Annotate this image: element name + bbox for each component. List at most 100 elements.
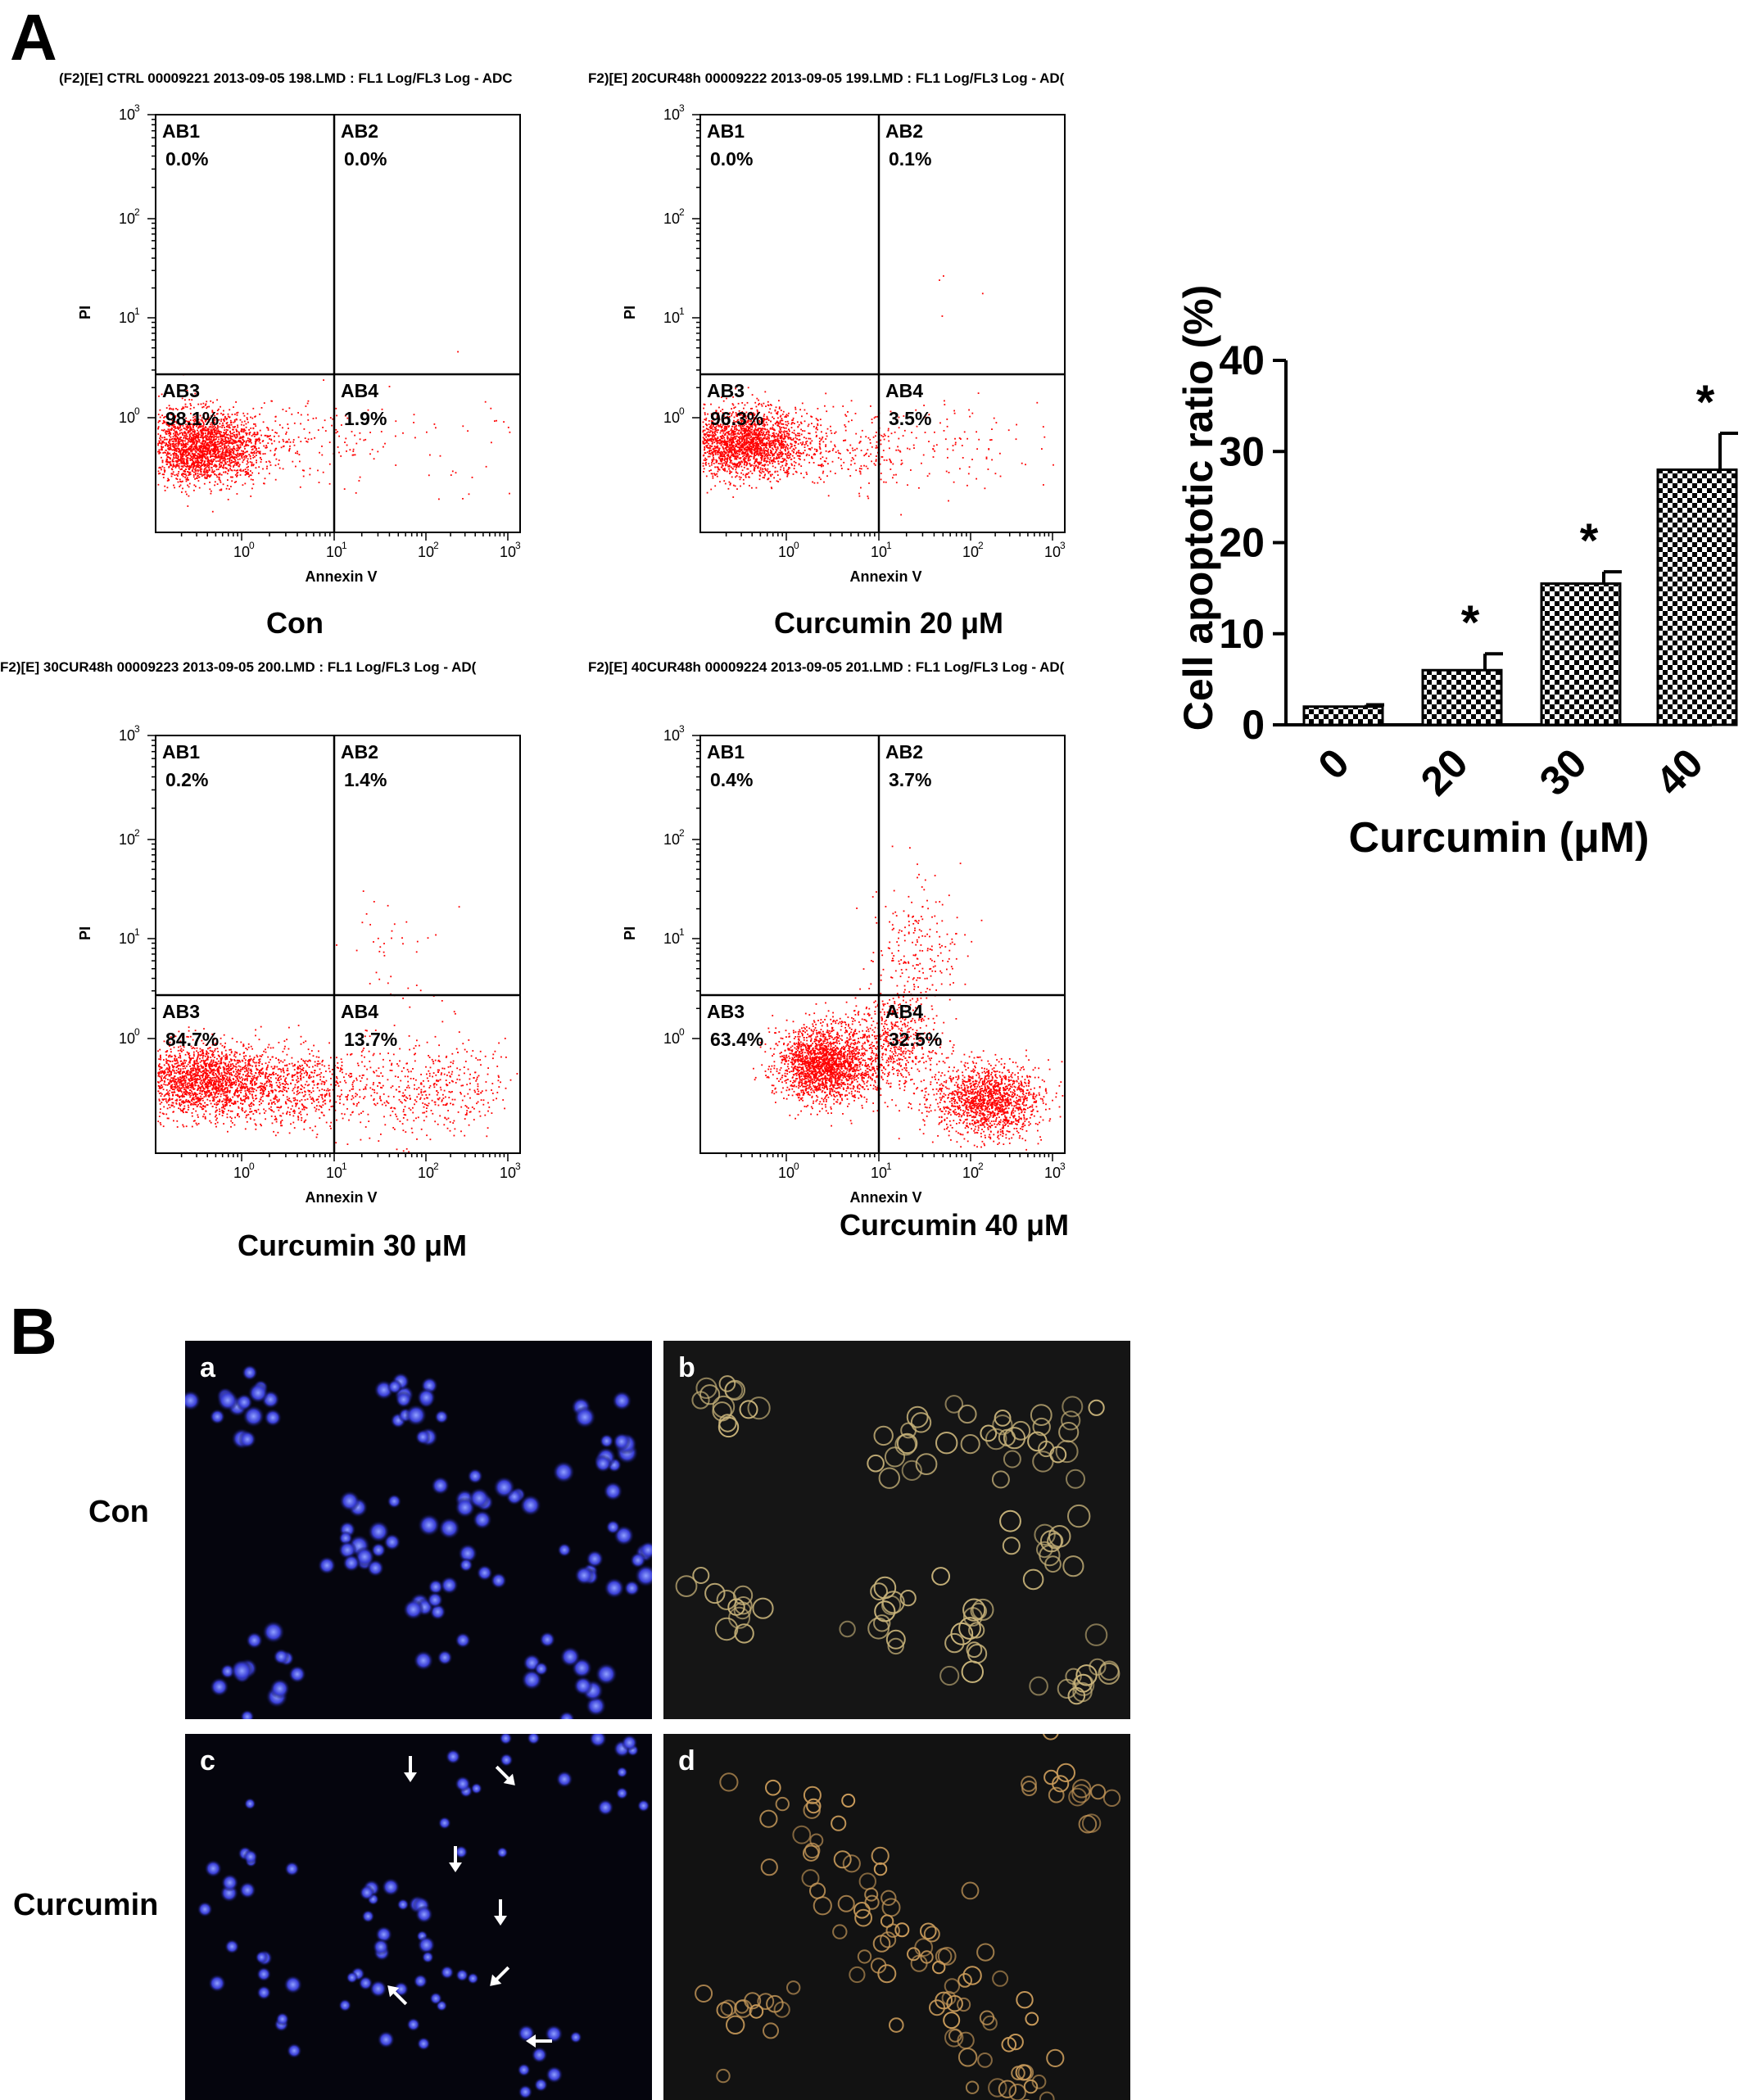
flow-ytick-1-0: 10	[663, 106, 680, 123]
flow-plot-header-3: F2)[E] 40CUR48h 00009224 2013-09-05 201.…	[588, 659, 1065, 675]
bar-category-label-20: 20	[1412, 740, 1477, 804]
apoptotic-arrow-4	[490, 1966, 510, 1986]
flow-ytick-exp-3-2: 1	[679, 926, 685, 938]
flow-xlabel-1: Annexin V	[850, 568, 922, 585]
bar-significance-20: *	[1461, 596, 1480, 649]
micrograph-letter-c: c	[200, 1745, 215, 1776]
micrograph-letter-d: d	[678, 1745, 695, 1776]
micrograph-d-image	[695, 1734, 1121, 2100]
flow-ylabel-1: PI	[622, 305, 638, 319]
micrograph-c-image	[185, 1734, 652, 2100]
flow-quadrant-value-3-AB2: 3.7%	[889, 769, 931, 790]
flow-quadrant-label-2-AB2: AB2	[341, 741, 378, 763]
flow-ytick-2-3: 10	[119, 1030, 135, 1047]
bar-category-label-40: 40	[1647, 740, 1712, 804]
flow-xtick-0-3: 10	[500, 544, 516, 560]
flow-xtick-exp-0-1: 1	[342, 540, 347, 551]
micrograph-letter-b: b	[678, 1352, 695, 1383]
flow-quadrant-label-3-AB2: AB2	[885, 741, 923, 763]
flow-ytick-3-2: 10	[663, 930, 680, 947]
micrograph-b-brightfield: b	[663, 1341, 1130, 1719]
flow-quadrant-value-0-AB1: 0.0%	[165, 148, 208, 170]
flow-xtick-0-2: 10	[418, 544, 434, 560]
bar-ylabel: Cell apoptotic ratio (%)	[1175, 285, 1221, 731]
flow-xtick-exp-3-1: 1	[886, 1161, 892, 1172]
bar-ytick-label-3: 30	[1219, 428, 1265, 474]
flow-quadrant-label-1-AB2: AB2	[885, 120, 923, 142]
flow-ytick-exp-3-0: 3	[679, 723, 685, 735]
flow-quadrant-label-0-AB3: AB3	[162, 380, 200, 401]
flow-ytick-exp-0-1: 2	[134, 206, 140, 218]
flow-xtick-0-0: 10	[233, 544, 250, 560]
flow-quadrant-label-3-AB1: AB1	[707, 741, 745, 763]
apoptotic-arrow-3	[494, 1899, 507, 1926]
flow-ylabel-2: PI	[77, 926, 93, 940]
flow-ytick-exp-2-1: 2	[134, 827, 140, 839]
flow-xtick-exp-0-2: 2	[433, 540, 439, 551]
flow-quadrant-label-1-AB4: AB4	[885, 380, 923, 401]
flow-xtick-exp-0-3: 3	[515, 540, 521, 551]
flow-quadrant-value-1-AB3: 96.3%	[710, 408, 763, 429]
flow-xlabel-2: Annexin V	[306, 1189, 378, 1206]
flow-xtick-exp-1-1: 1	[886, 540, 892, 551]
flow-plot-header-0: (F2)[E] CTRL 00009221 2013-09-05 198.LMD…	[59, 70, 513, 86]
flow-ylabel-0: PI	[77, 305, 93, 319]
flow-ytick-exp-1-0: 3	[679, 102, 685, 114]
flow-quadrant-value-3-AB3: 63.4%	[710, 1029, 763, 1050]
flow-frame-0	[155, 114, 521, 533]
flow-ytick-exp-1-2: 1	[679, 305, 685, 317]
flow-xlabel-3: Annexin V	[850, 1189, 922, 1206]
flow-quadrant-value-2-AB1: 0.2%	[165, 769, 208, 790]
row-label-curcumin: Curcumin	[13, 1888, 159, 1922]
bar-20	[1421, 668, 1503, 726]
flow-ytick-3-3: 10	[663, 1030, 680, 1047]
flow-dots-3	[753, 845, 1064, 1151]
flow-frame-2	[155, 735, 521, 1154]
bar-category-label-30: 30	[1531, 740, 1596, 804]
flow-ytick-exp-2-0: 3	[134, 723, 140, 735]
bar-ytick-label-4: 40	[1219, 337, 1265, 383]
flow-xtick-2-1: 10	[326, 1165, 342, 1181]
flow-quadrant-label-3-AB3: AB3	[707, 1001, 745, 1022]
panel-letter-a: A	[10, 1, 57, 74]
flow-plot-header-1: F2)[E] 20CUR48h 00009222 2013-09-05 199.…	[588, 70, 1065, 86]
flow-ytick-3-1: 10	[663, 831, 680, 848]
apoptotic-arrow-2	[449, 1846, 462, 1872]
flow-quadrant-label-1-AB3: AB3	[707, 380, 745, 401]
flow-ytick-exp-3-1: 2	[679, 827, 685, 839]
flow-quadrant-label-3-AB4: AB4	[885, 1001, 923, 1022]
panel-letter-b: B	[10, 1295, 57, 1368]
flow-ytick-exp-1-1: 2	[679, 206, 685, 218]
flow-xtick-exp-3-2: 2	[978, 1161, 984, 1172]
flow-quadrant-label-2-AB4: AB4	[341, 1001, 378, 1022]
apoptotic-arrow-1	[495, 1765, 515, 1785]
flow-xtick-exp-1-0: 0	[794, 540, 799, 551]
flow-xtick-0-1: 10	[326, 544, 342, 560]
flow-dots-0	[157, 351, 511, 513]
flow-quadrant-label-2-AB1: AB1	[162, 741, 200, 763]
flow-ytick-0-1: 10	[119, 210, 135, 227]
flow-xtick-exp-0-0: 0	[249, 540, 255, 551]
flow-xtick-1-2: 10	[962, 544, 979, 560]
flow-ytick-1-3: 10	[663, 410, 680, 426]
flow-ylabel-3: PI	[622, 926, 638, 940]
flow-ytick-3-0: 10	[663, 727, 680, 744]
micrograph-a-image	[185, 1341, 652, 1719]
apoptotic-arrow-5	[387, 1985, 408, 2006]
flow-xtick-exp-2-2: 2	[433, 1161, 439, 1172]
flow-xtick-exp-1-2: 2	[978, 540, 984, 551]
flow-ytick-1-2: 10	[663, 310, 680, 326]
flow-quadrant-value-1-AB4: 3.5%	[889, 408, 931, 429]
flow-xtick-2-3: 10	[500, 1165, 516, 1181]
bar-ytick-label-1: 10	[1219, 611, 1265, 657]
flow-caption-0: Con	[266, 606, 324, 640]
flow-ytick-1-1: 10	[663, 210, 680, 227]
flow-ytick-exp-0-3: 0	[134, 405, 140, 417]
flow-quadrant-value-1-AB2: 0.1%	[889, 148, 931, 170]
flow-frame-1	[699, 114, 1066, 533]
